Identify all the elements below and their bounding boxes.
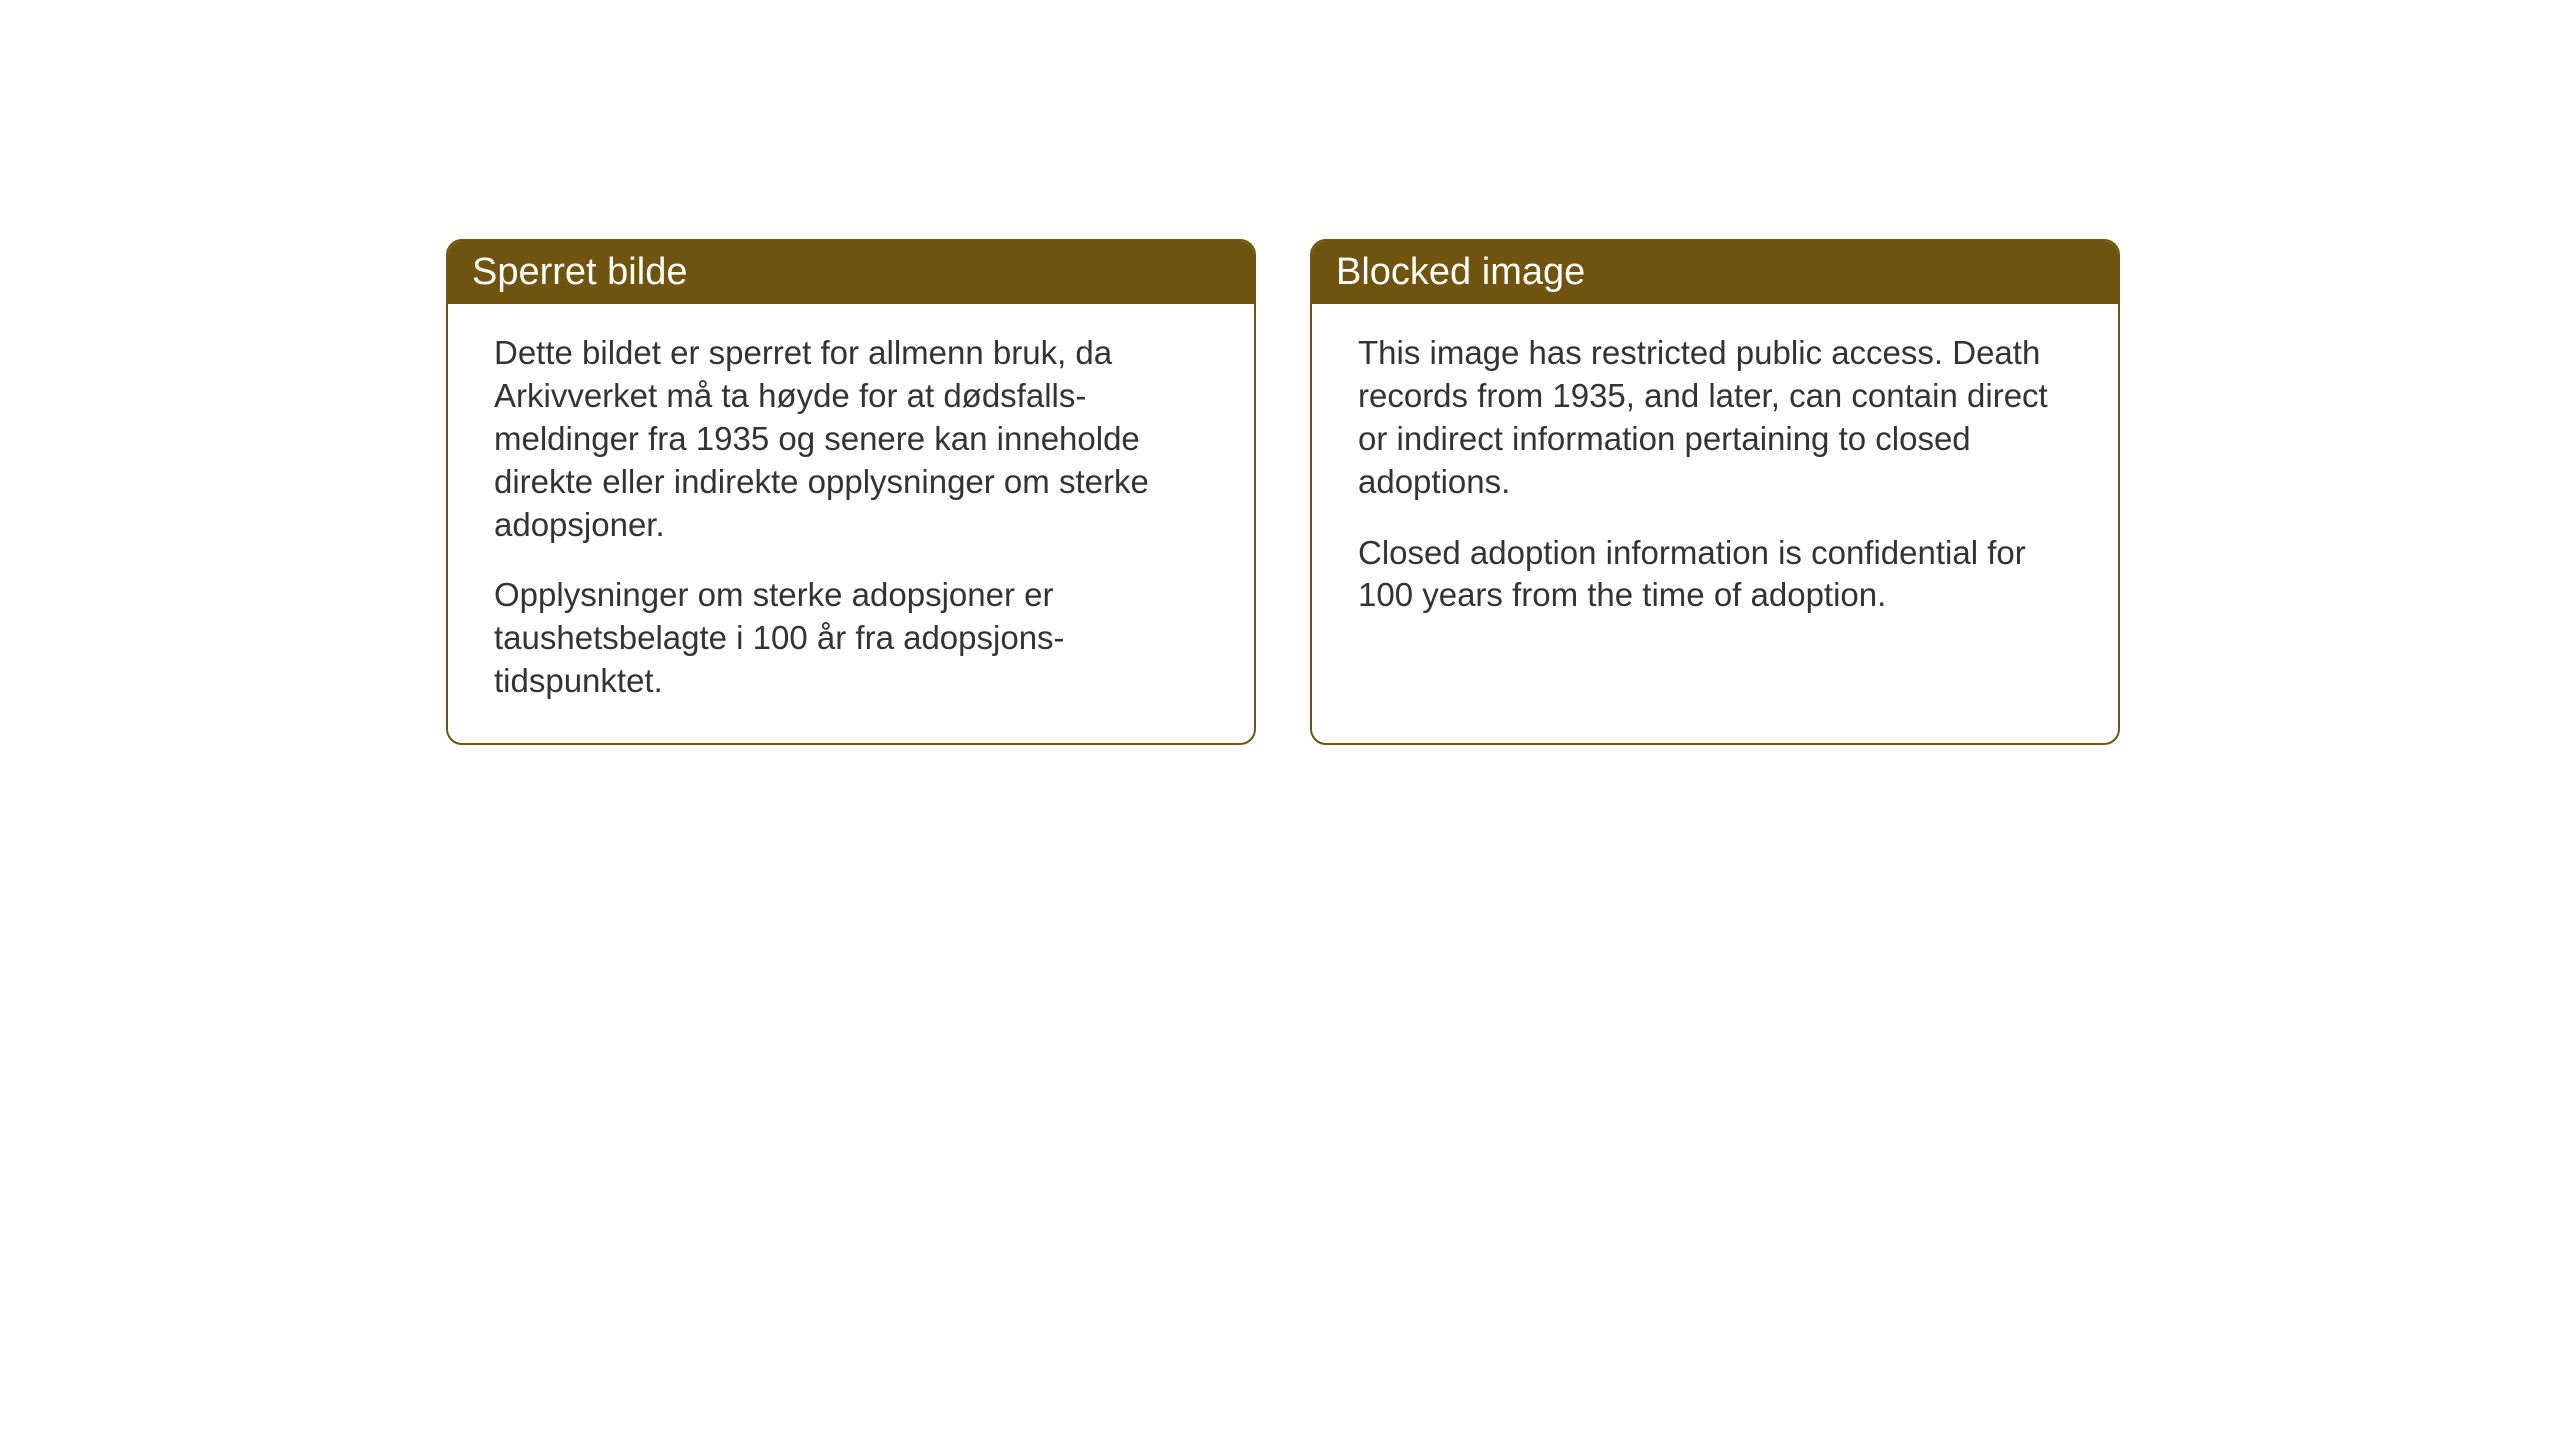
- card-header-norwegian: Sperret bilde: [448, 241, 1254, 304]
- card-paragraph-1-norwegian: Dette bildet er sperret for allmenn bruk…: [494, 332, 1208, 546]
- card-paragraph-2-english: Closed adoption information is confident…: [1358, 532, 2072, 618]
- card-body-norwegian: Dette bildet er sperret for allmenn bruk…: [448, 304, 1254, 743]
- card-body-english: This image has restricted public access.…: [1312, 304, 2118, 657]
- cards-container: Sperret bilde Dette bildet er sperret fo…: [446, 239, 2120, 745]
- card-norwegian: Sperret bilde Dette bildet er sperret fo…: [446, 239, 1256, 745]
- card-paragraph-2-norwegian: Opplysninger om sterke adopsjoner er tau…: [494, 574, 1208, 703]
- card-header-english: Blocked image: [1312, 241, 2118, 304]
- card-title-norwegian: Sperret bilde: [472, 251, 687, 293]
- card-english: Blocked image This image has restricted …: [1310, 239, 2120, 745]
- card-paragraph-1-english: This image has restricted public access.…: [1358, 332, 2072, 504]
- card-title-english: Blocked image: [1336, 251, 1585, 293]
